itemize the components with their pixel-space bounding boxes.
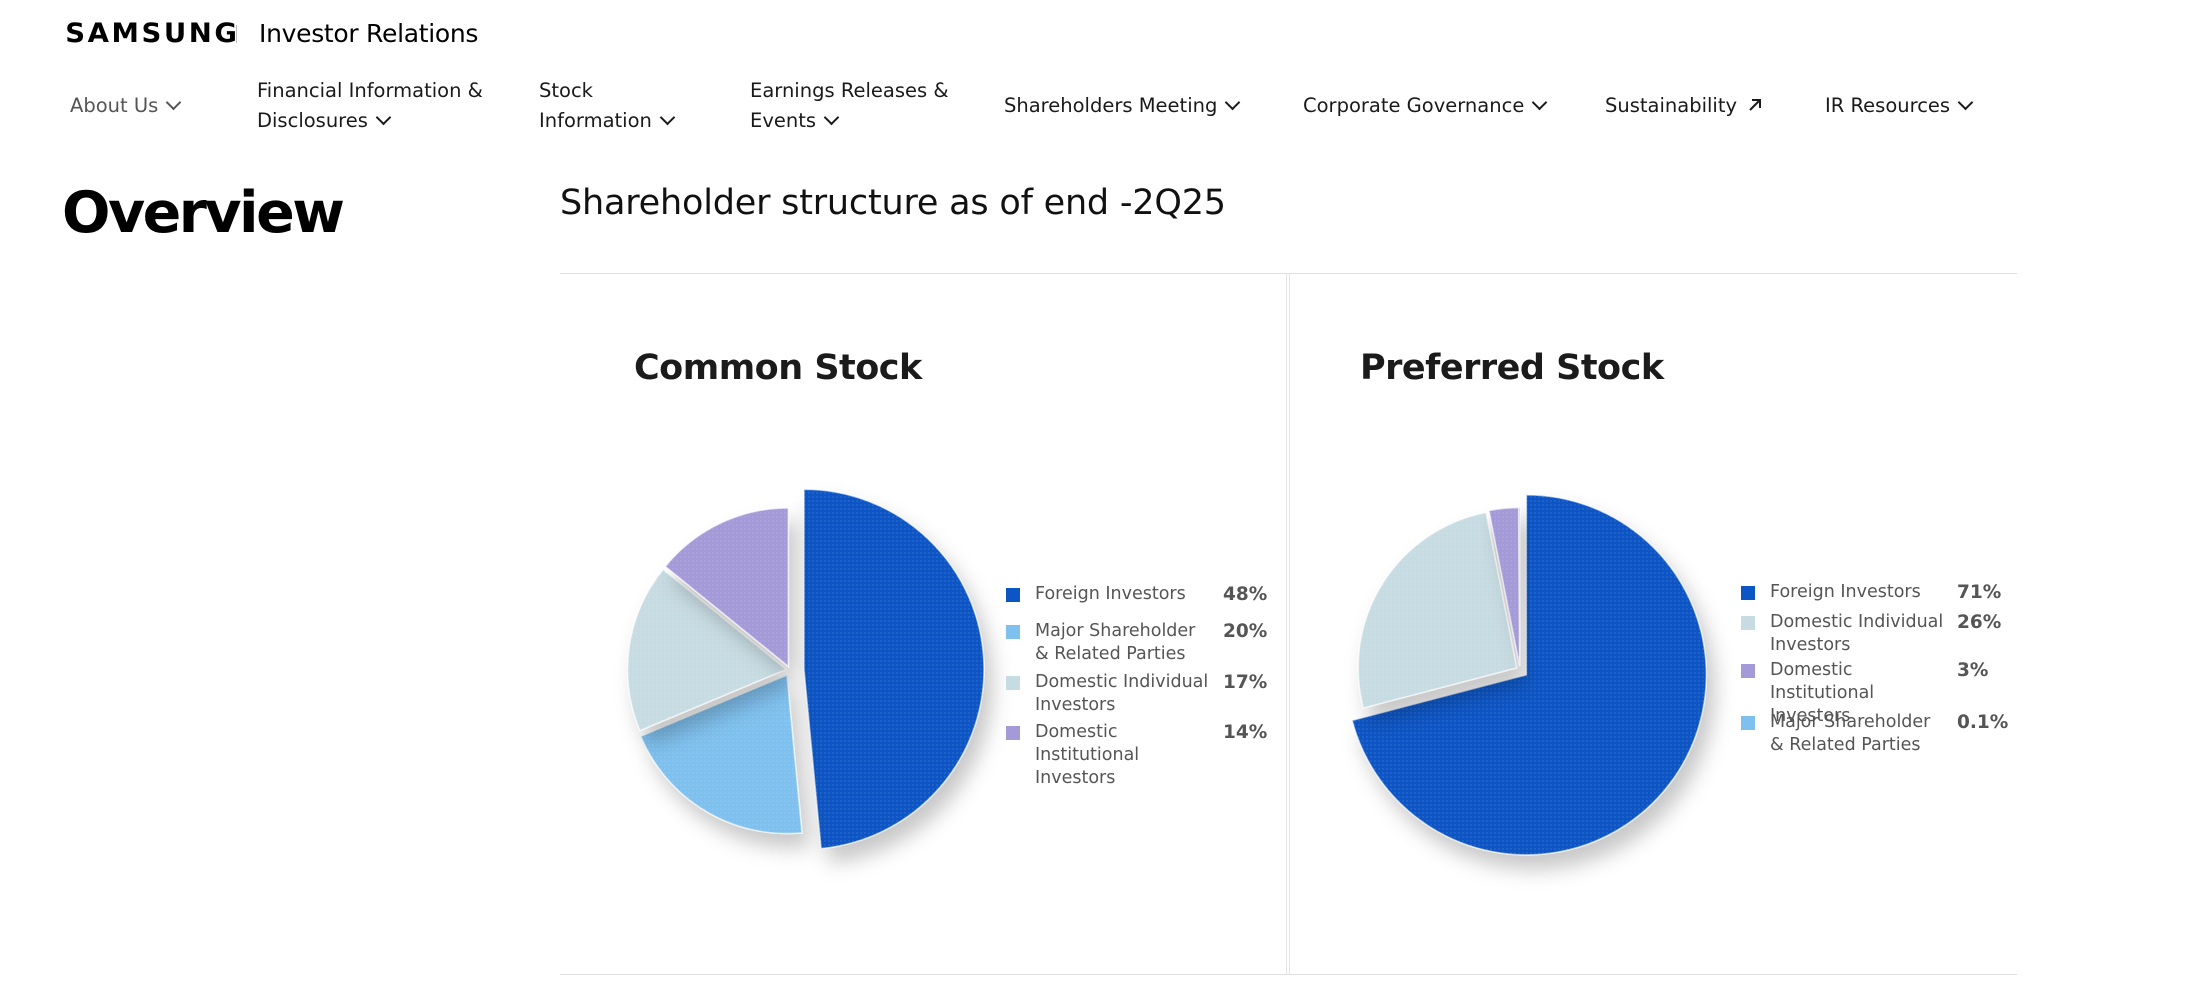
legend-value: 17% — [1223, 672, 1268, 693]
legend-value: 14% — [1223, 722, 1268, 743]
nav-label: Financial Information & — [257, 79, 483, 102]
pie-slice-major-shareholder-related-parties — [639, 674, 803, 835]
preferred-stock-pie-chart — [1351, 494, 1708, 856]
logo-divider — [236, 25, 237, 43]
nav-about-us[interactable]: About Us — [70, 91, 182, 121]
external-link-arrow-icon — [1749, 99, 1762, 111]
pie-slice-foreign-investors — [1351, 494, 1708, 856]
chevron-down-icon — [659, 109, 676, 126]
legend-value: 20% — [1223, 621, 1268, 642]
nav-label: Sustainability — [1605, 94, 1738, 117]
nav-label: Earnings Releases & — [750, 79, 949, 102]
section-title: Shareholder structure as of end -2Q25 — [560, 183, 1226, 223]
pie-slice-domestic-individual-investors — [1357, 511, 1518, 709]
pie-slice-domestic-institutional-investors — [664, 507, 790, 668]
pie-slice-foreign-investors — [803, 488, 985, 850]
legend-swatch — [1006, 625, 1020, 639]
pie-slice-major-shareholder-related-parties — [1518, 506, 1521, 667]
nav-ir-resources[interactable]: IR Resources — [1825, 91, 1974, 121]
legend-swatch — [1006, 588, 1020, 602]
nav-label-line2: Information — [539, 109, 652, 132]
nav-financial-information[interactable]: Financial Information & Disclosures — [257, 76, 483, 136]
legend-swatch — [1741, 716, 1755, 730]
nav-label-line2: Events — [750, 109, 817, 132]
investor-relations-link[interactable]: Investor Relations — [259, 19, 479, 48]
legend-value: 0.1% — [1957, 712, 2009, 733]
nav-label: Corporate Governance — [1303, 94, 1525, 117]
nav-earnings-releases[interactable]: Earnings Releases & Events — [750, 76, 949, 136]
common-stock-pie-chart — [626, 488, 985, 850]
nav-label: IR Resources — [1825, 94, 1951, 117]
legend-label: Major Shareholder & Related Parties — [1035, 621, 1196, 664]
legend-label: Foreign Investors — [1035, 584, 1186, 604]
legend-value: 48% — [1223, 584, 1268, 605]
legend-swatch — [1741, 664, 1755, 678]
chevron-down-icon — [166, 94, 182, 111]
panel-divider — [1286, 274, 1290, 974]
nav-shareholders-meeting[interactable]: Shareholders Meeting — [1004, 91, 1241, 121]
main-nav: About Us Financial Information & Disclos… — [0, 76, 2197, 136]
divider-top — [560, 273, 2017, 274]
site-header: SAMSUNG Investor Relations About Us Fina… — [0, 0, 2197, 160]
legend-swatch — [1741, 616, 1755, 630]
legend-label: Domestic Individual Investors — [1035, 672, 1209, 715]
nav-sustainability[interactable]: Sustainability — [1605, 91, 1764, 121]
legend-label: Domestic Institutional Investors — [1035, 722, 1140, 788]
chevron-down-icon — [375, 109, 392, 126]
preferred-stock-chart-title: Preferred Stock — [1360, 348, 1664, 388]
legend-value: 3% — [1957, 660, 1989, 681]
legend-label: Domestic Institutional Investors — [1770, 660, 1875, 726]
legend-label: Domestic Individual Investors — [1770, 612, 1944, 655]
legend-swatch — [1006, 676, 1020, 690]
pie-slice-domestic-individual-investors — [626, 568, 788, 732]
nav-stock-information[interactable]: Stock Information — [539, 76, 676, 136]
chevron-down-icon — [1225, 94, 1241, 111]
samsung-logo[interactable]: SAMSUNG — [65, 18, 240, 49]
common-stock-chart-title: Common Stock — [634, 348, 922, 388]
page-title: Overview — [62, 180, 345, 246]
nav-label: About Us — [70, 94, 159, 117]
nav-label-line2: Disclosures — [257, 109, 368, 132]
pie-slice-domestic-institutional-investors — [1488, 506, 1521, 667]
divider-bottom — [560, 974, 2017, 975]
nav-corporate-governance[interactable]: Corporate Governance — [1303, 91, 1548, 121]
chevron-down-icon — [1957, 94, 1974, 111]
legend-value: 71% — [1957, 582, 2002, 603]
nav-label: Stock — [539, 79, 593, 102]
legend-swatch — [1741, 586, 1755, 600]
legend-swatch — [1006, 726, 1020, 740]
legend-label: Major Shareholder & Related Parties — [1770, 712, 1931, 755]
chevron-down-icon — [1532, 94, 1548, 111]
chevron-down-icon — [823, 109, 840, 126]
legend-label: Foreign Investors — [1770, 582, 1921, 602]
legend-value: 26% — [1957, 612, 2002, 633]
nav-label: Shareholders Meeting — [1004, 94, 1218, 117]
